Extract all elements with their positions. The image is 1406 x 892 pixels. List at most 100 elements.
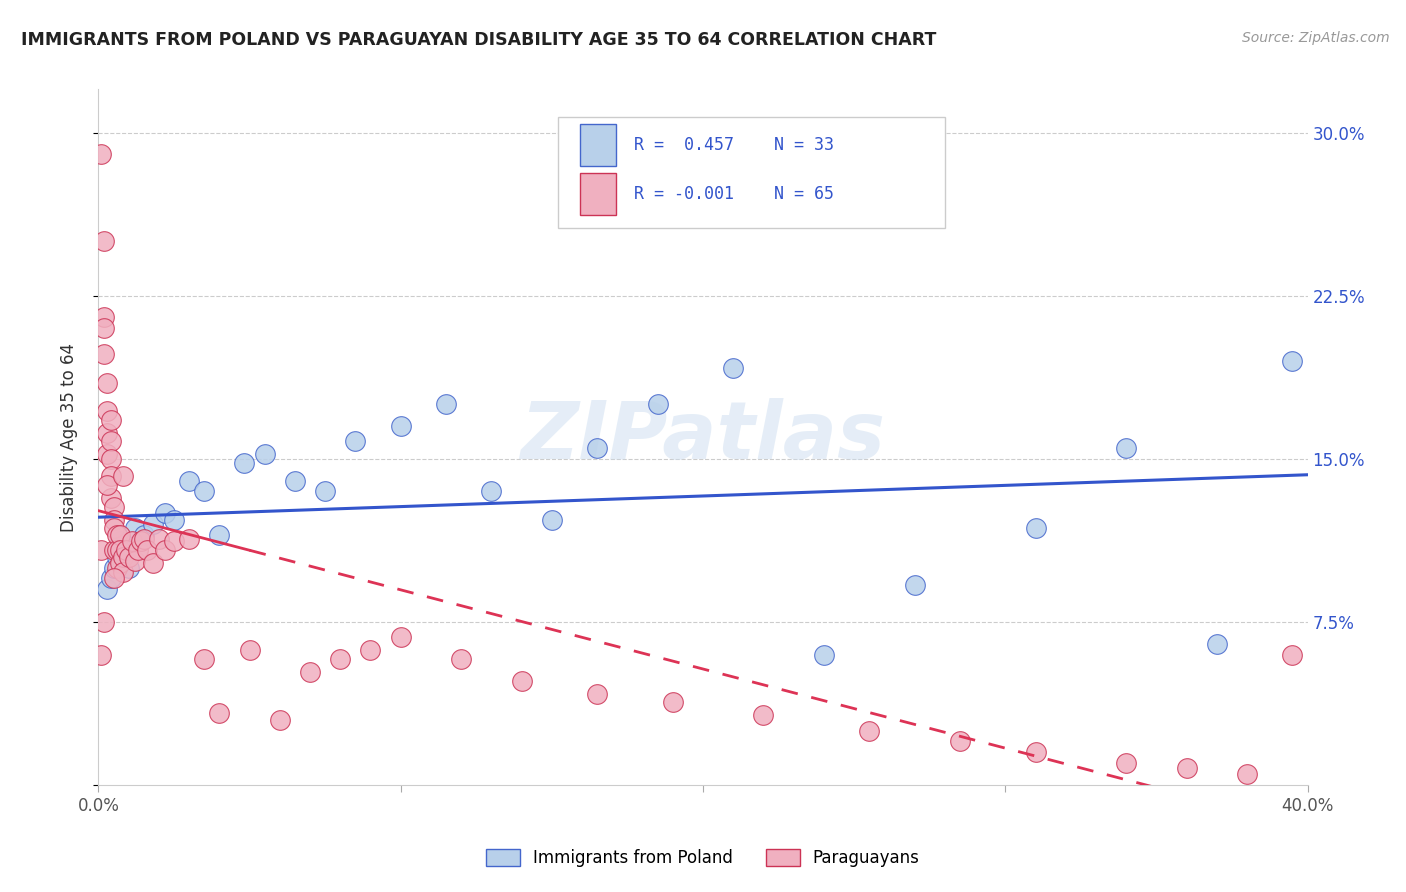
Point [540, 513, 562, 527]
FancyBboxPatch shape [558, 117, 945, 228]
Point [132, 528, 155, 542]
Point [96, 582, 118, 597]
Point [103, 560, 125, 574]
Point [108, 534, 131, 549]
Point [904, 578, 927, 592]
Y-axis label: Disability Age 35 to 64: Disability Age 35 to 64 [59, 343, 77, 532]
Point [90, 147, 112, 161]
Point [1115, 756, 1137, 771]
Point [949, 734, 972, 748]
Point [344, 434, 367, 449]
Point [813, 648, 835, 662]
Point [93, 615, 115, 629]
Point [586, 441, 609, 455]
Point [148, 533, 170, 547]
Point [93, 347, 115, 361]
Point [723, 360, 745, 375]
Point [179, 533, 201, 547]
Point [100, 412, 122, 426]
Point [124, 554, 146, 568]
Point [1175, 760, 1198, 774]
Point [1115, 441, 1137, 455]
Point [108, 543, 131, 558]
Point [103, 543, 125, 558]
Point [96, 425, 118, 440]
Point [90, 648, 112, 662]
Text: R = -0.001    N = 65: R = -0.001 N = 65 [634, 186, 834, 203]
Point [208, 528, 231, 542]
Legend: Immigrants from Poland, Paraguayans: Immigrants from Poland, Paraguayans [479, 843, 927, 874]
Point [103, 521, 125, 535]
Point [111, 565, 134, 579]
Point [121, 534, 143, 549]
Point [127, 543, 149, 558]
Point [118, 560, 141, 574]
Point [389, 630, 412, 644]
Point [434, 397, 457, 411]
Point [450, 652, 472, 666]
Point [90, 543, 112, 558]
Point [93, 310, 115, 325]
Point [105, 560, 128, 574]
Point [269, 713, 291, 727]
Text: IMMIGRANTS FROM POLAND VS PARAGUAYAN DISABILITY AGE 35 TO 64 CORRELATION CHART: IMMIGRANTS FROM POLAND VS PARAGUAYAN DIS… [21, 31, 936, 49]
Point [647, 397, 669, 411]
Point [100, 491, 122, 505]
Point [96, 478, 118, 492]
Point [1281, 354, 1303, 368]
Point [105, 549, 128, 564]
Point [153, 543, 176, 558]
Point [481, 484, 503, 499]
Point [232, 456, 254, 470]
Point [96, 447, 118, 462]
Point [108, 556, 131, 570]
Point [193, 652, 215, 666]
Point [142, 516, 165, 531]
Point [299, 665, 322, 679]
Point [100, 434, 122, 449]
Point [111, 549, 134, 564]
Point [284, 474, 307, 488]
Point [103, 500, 125, 514]
Point [129, 534, 152, 549]
Point [100, 451, 122, 466]
Point [253, 447, 276, 462]
Point [193, 484, 215, 499]
Point [360, 643, 382, 657]
Point [111, 469, 134, 483]
Point [752, 708, 775, 723]
Point [1024, 745, 1046, 759]
Point [132, 533, 155, 547]
Point [163, 513, 186, 527]
Point [314, 484, 336, 499]
Point [510, 673, 533, 688]
Point [1024, 521, 1046, 535]
Point [100, 571, 122, 585]
Text: Source: ZipAtlas.com: Source: ZipAtlas.com [1241, 31, 1389, 45]
Point [1281, 648, 1303, 662]
Point [135, 543, 157, 558]
Point [208, 706, 231, 721]
Point [105, 543, 128, 558]
Point [124, 521, 146, 535]
Point [93, 235, 115, 249]
Point [142, 556, 165, 570]
Point [114, 543, 136, 558]
Point [329, 652, 352, 666]
Point [103, 571, 125, 585]
Point [105, 528, 128, 542]
Point [100, 469, 122, 483]
Point [111, 543, 134, 558]
FancyBboxPatch shape [579, 124, 616, 166]
FancyBboxPatch shape [579, 173, 616, 215]
Point [586, 687, 609, 701]
Point [108, 528, 131, 542]
Point [96, 404, 118, 418]
Point [1206, 637, 1229, 651]
Point [96, 376, 118, 390]
Point [163, 534, 186, 549]
Point [662, 695, 685, 709]
Point [103, 513, 125, 527]
Text: R =  0.457    N = 33: R = 0.457 N = 33 [634, 136, 834, 154]
Point [93, 321, 115, 335]
